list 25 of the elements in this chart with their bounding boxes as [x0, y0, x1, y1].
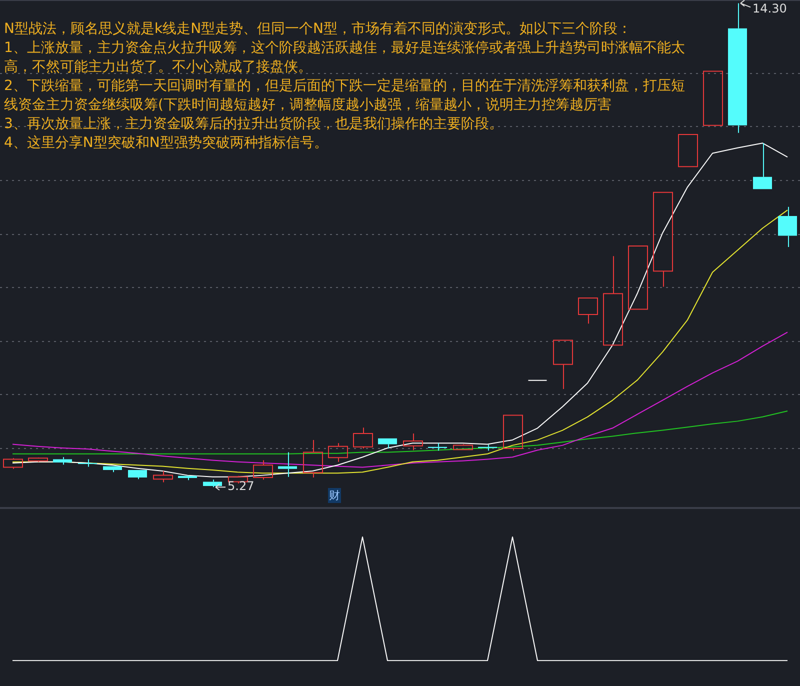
candlestick: [78, 458, 97, 468]
candlestick: [128, 470, 147, 480]
candlestick: [778, 206, 797, 248]
annotation: 14.30: [752, 1, 787, 16]
candlestick: [728, 2, 747, 134]
candlestick: [378, 438, 397, 450]
candlestick: [653, 192, 673, 288]
candlestick: [203, 479, 222, 488]
candlestick: [553, 340, 573, 390]
candlestick: [428, 442, 447, 452]
candlestick: [403, 433, 423, 451]
candlestick: [328, 442, 348, 462]
candlestick: [478, 444, 497, 452]
annotation: 5.27: [228, 479, 254, 494]
candlestick: [578, 297, 598, 324]
candlestick: [303, 439, 323, 478]
text: 1、上涨放量，主力资金点火拉升吸筹，这个阶段越活跃越佳，最好是连续涨停或者强上升趋势司时涨幅不能太高，不然可能主力出货了。不小心就成了接盘侠。 2、下跌缩量，可能第一天回调时有量的，但是后面的下跌一定是缩量的，目的在于清洗浮筹和获利盘，打压短线资金主力资金继续吸筹(下跌时间越短越好，调整幅度越小越强，缩量越小，说明主力控筹越厉害 3、再次放量上涨，主力资金吸筹后的拉升出货阶段，也是我们操作的主要阶段。 4、这里分享N型突破和N型强势突破两种指标信号。: [4, 39, 686, 153]
candlestick: [753, 142, 772, 190]
candlestick: [603, 256, 623, 346]
candlestick: [53, 456, 72, 466]
candlestick: [278, 452, 297, 478]
text: N型战法，顾名思义就是k线走N型走势、但同一个N型，市场有着不同的演变形式。如以下三个阶段：: [4, 20, 633, 39]
candlestick: [453, 444, 473, 450]
candlestick: [153, 470, 173, 483]
annotation: 财: [328, 488, 341, 503]
